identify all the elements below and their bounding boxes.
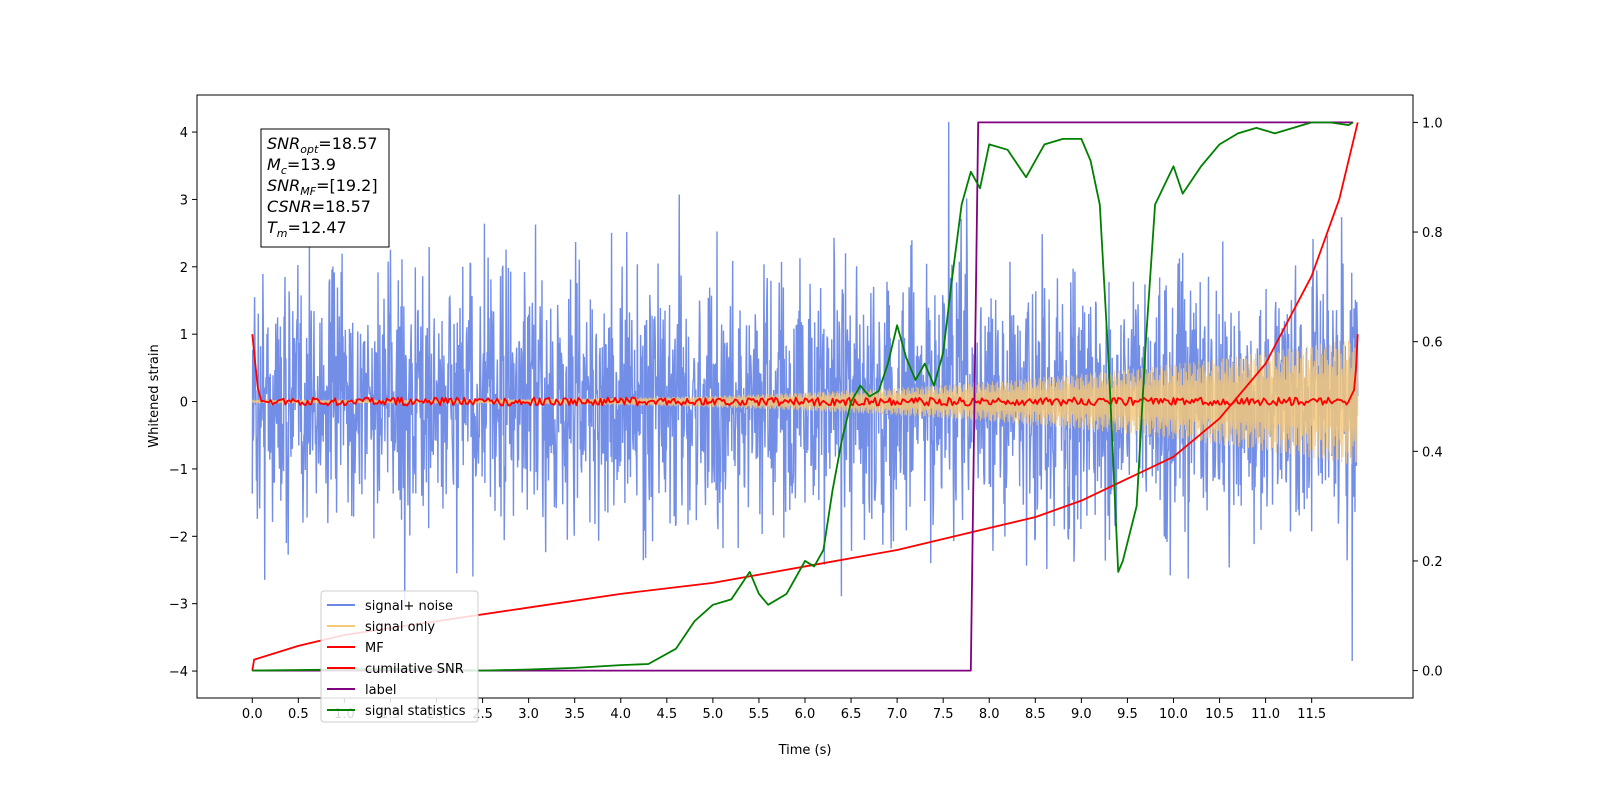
x-tick-label: 8.0: [979, 707, 1000, 722]
y-tick-label: 1: [180, 328, 188, 343]
y2-tick-label: 0.6: [1422, 336, 1443, 351]
x-tick-label: 9.5: [1117, 707, 1138, 722]
annotation-line: Tm=12.47: [267, 218, 347, 240]
series-signal-only-line: [251, 338, 1359, 464]
series-signal-statistics-line: [252, 121, 1354, 672]
x-tick-label: 0.5: [288, 707, 309, 722]
x-tick-label: 6.0: [795, 707, 816, 722]
annotation-line: CSNR=18.57: [267, 197, 371, 216]
x-tick-label: 11.5: [1297, 707, 1326, 722]
annotation-value: =13.9: [287, 155, 336, 174]
annotation-symbol: M: [267, 155, 281, 174]
legend-label: signal only: [365, 620, 435, 635]
x-tick-label: 7.0: [887, 707, 908, 722]
x-tick-label: 5.0: [703, 707, 724, 722]
annotation-subscript: MF: [300, 185, 316, 198]
annotation-symbol: T: [267, 218, 278, 237]
legend-label: MF: [365, 641, 384, 656]
x-tick-label: 0.0: [242, 707, 263, 722]
annotation-line: SNRMF=[19.2]: [267, 176, 378, 198]
x-tick-label: 4.0: [610, 707, 631, 722]
y-tick-label: −3: [169, 598, 188, 613]
annotation-symbol: SNR: [267, 176, 300, 195]
legend-label: cumilative SNR: [365, 662, 464, 677]
annotation-symbol: CSNR: [267, 197, 312, 216]
legend-frame: [320, 590, 479, 723]
y-tick-label: 3: [180, 193, 188, 208]
y-tick-label: 4: [180, 126, 188, 141]
x-tick-label: 10.5: [1205, 707, 1234, 722]
annotation-subscript: m: [277, 227, 288, 240]
y-tick-label: −2: [169, 530, 188, 545]
x-tick-label: 3.5: [564, 707, 585, 722]
series-mf-line: [251, 334, 1359, 407]
y-tick-label: 0: [180, 396, 188, 411]
legend-label: label: [365, 683, 396, 698]
y2-tick-label: 0.0: [1422, 665, 1443, 680]
x-tick-label: 3.0: [518, 707, 539, 722]
annotation-value: =12.47: [288, 218, 347, 237]
x-tick-label: 5.5: [749, 707, 770, 722]
legend-label: signal statistics: [365, 704, 466, 719]
annotation-symbol: SNR: [267, 134, 300, 153]
annotation-value: =18.57: [312, 197, 371, 216]
y-axis-ticks: −4 −3 −2 −1 0 1 2 3 4: [169, 126, 197, 680]
y-tick-label: −4: [169, 665, 188, 680]
series-label-line: [252, 121, 1354, 672]
annotation-line: SNRopt=18.57: [267, 134, 378, 156]
legend-label: signal+ noise: [365, 599, 453, 614]
y2-tick-label: 0.4: [1422, 445, 1443, 460]
annotation-line: Mc=13.9: [267, 155, 336, 177]
y2-axis-ticks: 0.0 0.2 0.4 0.6 0.8 1.0: [1413, 116, 1443, 680]
annotation-box: SNRopt=18.57Mc=13.9SNRMF=[19.2]CSNR=18.5…: [260, 128, 390, 248]
y2-tick-label: 1.0: [1422, 116, 1443, 131]
annotation-value: =18.57: [318, 134, 377, 153]
y2-tick-label: 0.2: [1422, 555, 1443, 570]
y2-tick-label: 0.8: [1422, 226, 1443, 241]
x-tick-label: 9.0: [1071, 707, 1092, 722]
annotation-value: =[19.2]: [316, 176, 378, 195]
annotation-subscript: c: [281, 164, 287, 177]
x-tick-label: 11.0: [1251, 707, 1280, 722]
annotation-subscript: opt: [300, 143, 319, 156]
x-tick-label: 10.0: [1159, 707, 1188, 722]
x-tick-label: 7.5: [933, 707, 954, 722]
x-axis-label: Time (s): [778, 743, 832, 758]
y-axis-label: Whitened strain: [147, 344, 162, 447]
x-tick-label: 4.5: [656, 707, 677, 722]
y-tick-label: 2: [180, 261, 188, 276]
annotation-frame: [260, 128, 390, 248]
series-signal-noise-line: [251, 121, 1359, 661]
y-tick-label: −1: [169, 463, 188, 478]
x-tick-label: 6.5: [841, 707, 862, 722]
x-tick-label: 8.5: [1025, 707, 1046, 722]
legend: signal+ noise signal only MF cumilative SNR…: [320, 590, 479, 723]
